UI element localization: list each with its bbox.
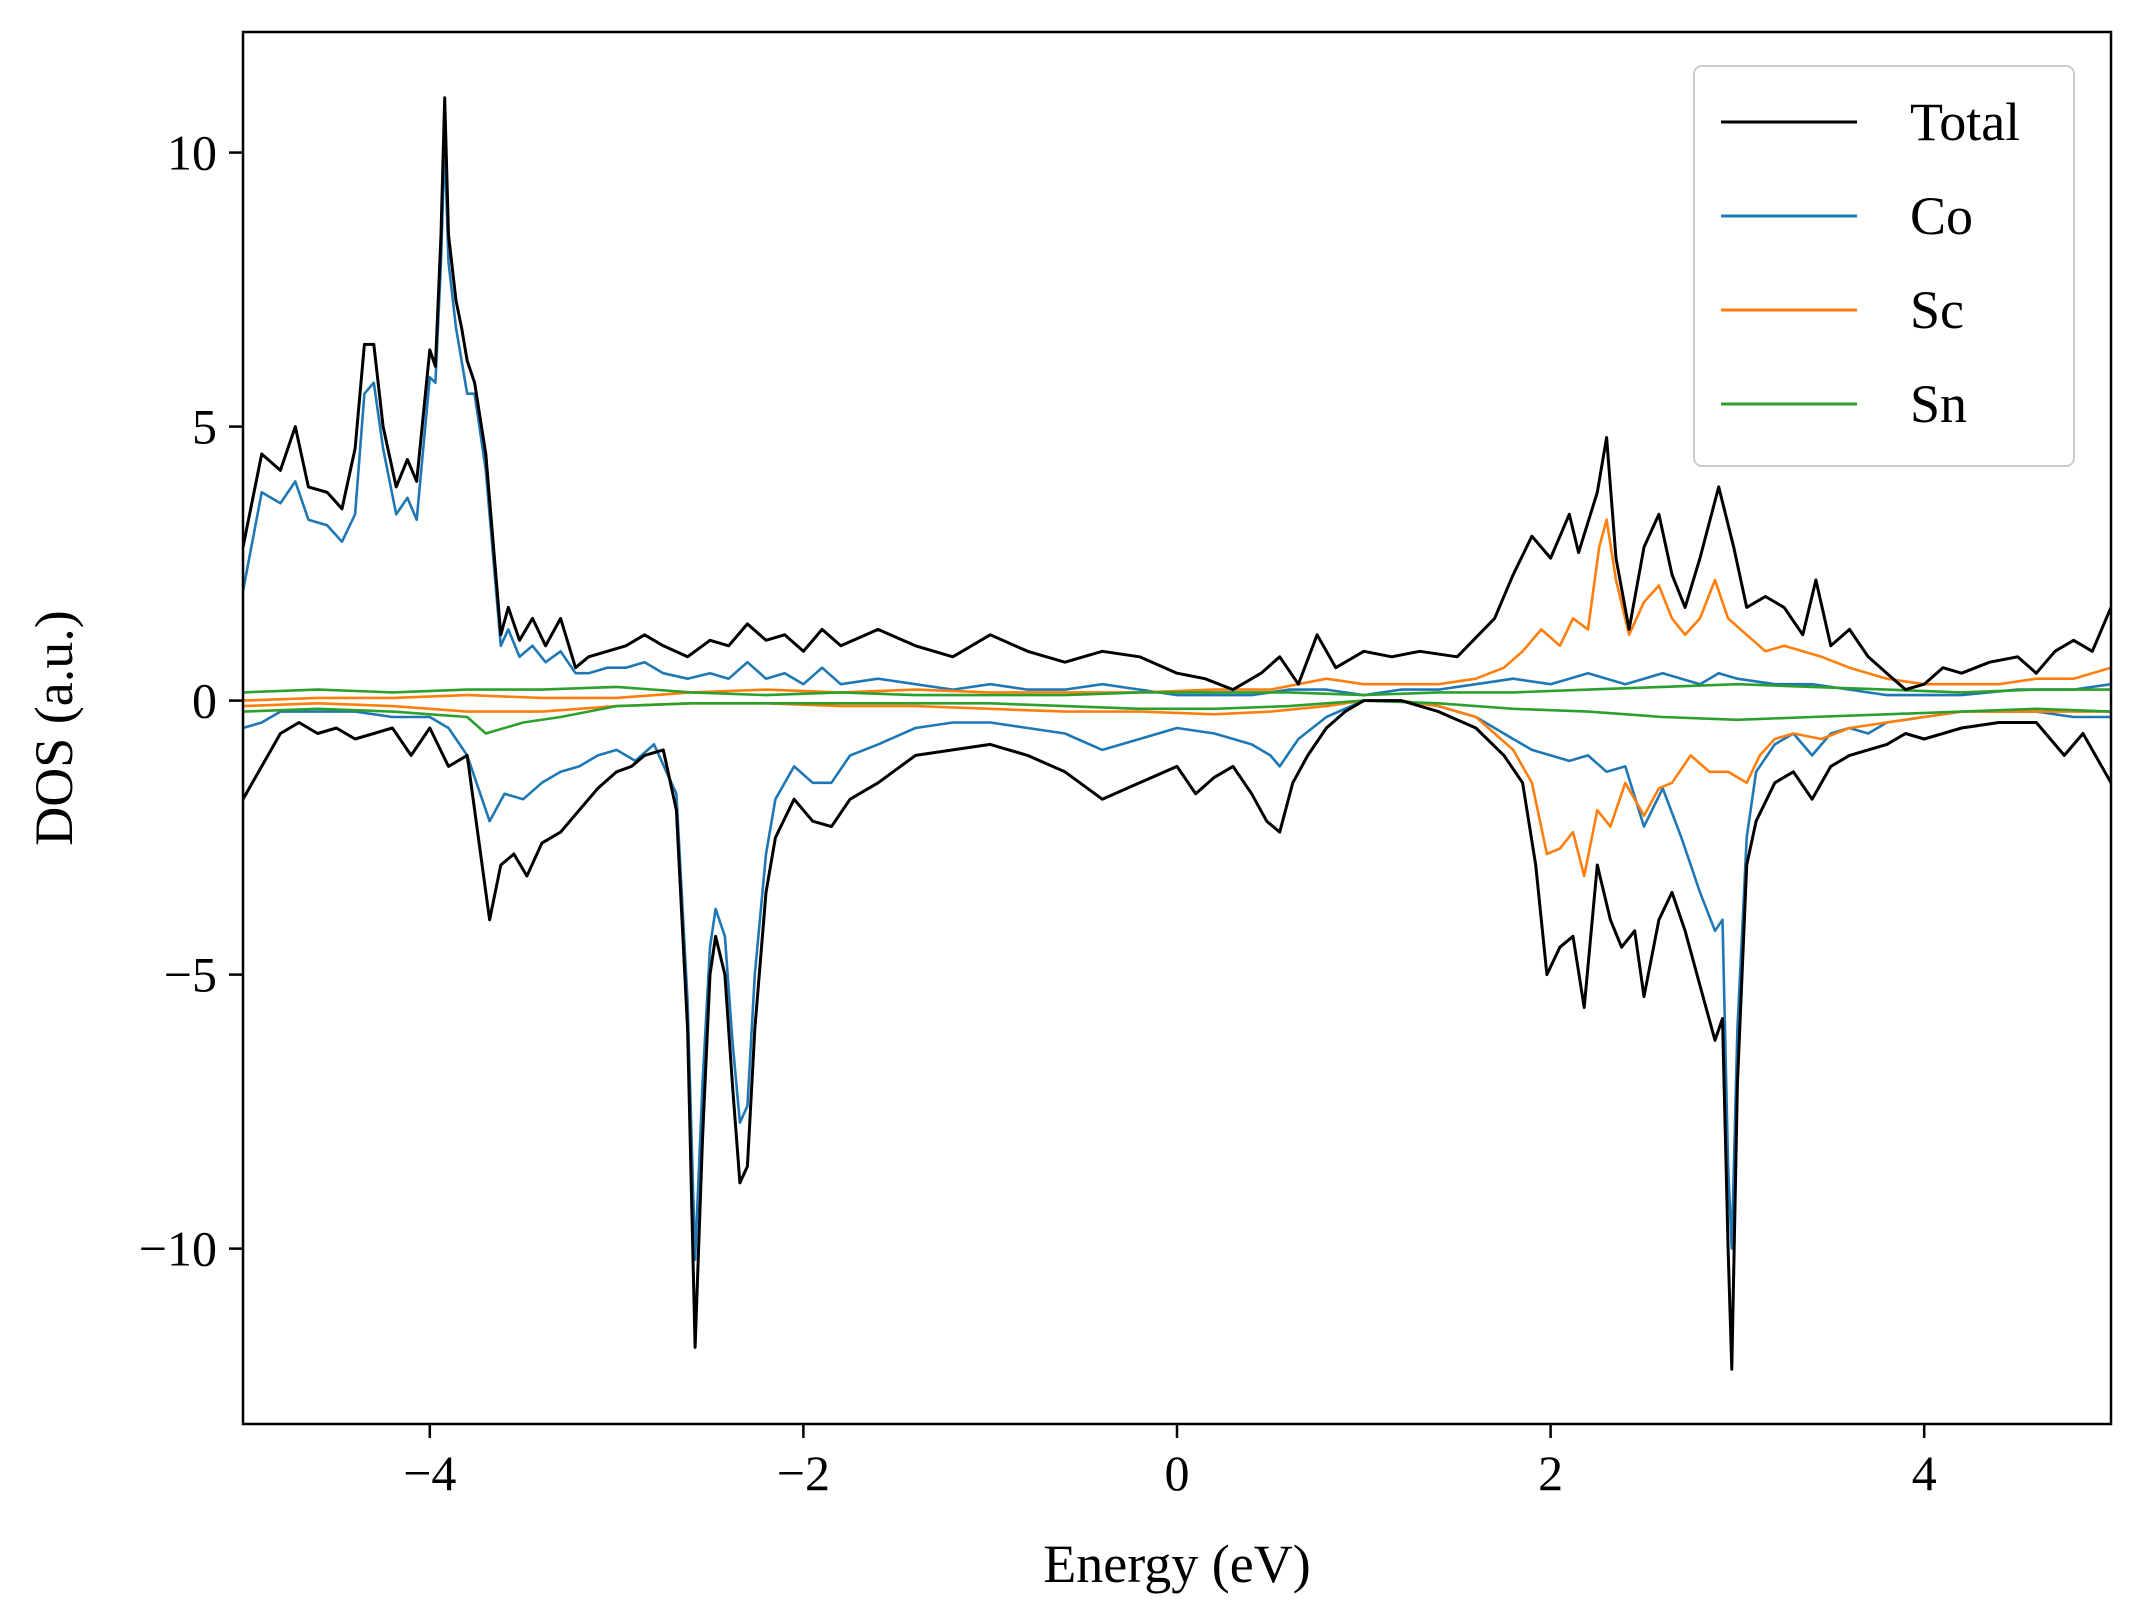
series-line-co-spin-up — [243, 140, 2111, 697]
series-line-total-spin-down — [243, 699, 2111, 1371]
series-line-sc-spin-down — [243, 699, 2111, 878]
legend-label-sn: Sn — [1910, 374, 1967, 434]
series-layer — [243, 96, 2111, 1371]
x-tick-label: 2 — [1538, 1445, 1563, 1501]
x-tick-label: −2 — [777, 1445, 830, 1501]
legend-label-sc: Sc — [1910, 280, 1964, 340]
legend-label-co: Co — [1910, 186, 1973, 246]
y-axis: 10 5 0 −5 −10 — [139, 125, 243, 1277]
x-axis-label: Energy (eV) — [1043, 1534, 1310, 1594]
y-tick-label: 10 — [167, 125, 217, 181]
x-tick-label: −4 — [403, 1445, 456, 1501]
legend: Total Co Sc Sn — [1693, 65, 2075, 467]
y-tick-label: −5 — [164, 947, 217, 1003]
legend-label-total: Total — [1910, 92, 2020, 152]
series-line-co-spin-down — [243, 699, 2111, 1261]
y-axis-label: DOS (a.u.) — [24, 610, 84, 845]
series-line-total-spin-up — [243, 96, 2111, 692]
x-tick-label: 4 — [1912, 1445, 1937, 1501]
y-tick-label: 0 — [192, 673, 217, 729]
y-tick-label: 5 — [192, 399, 217, 455]
legend-box — [1693, 65, 2075, 467]
series-line-sn-spin-up — [243, 682, 2111, 697]
x-axis: −4 −2 0 2 4 — [403, 1424, 1937, 1501]
series-line-sn-spin-down — [243, 699, 2111, 735]
x-tick-label: 0 — [1165, 1445, 1190, 1501]
y-tick-label: −10 — [139, 1221, 217, 1277]
